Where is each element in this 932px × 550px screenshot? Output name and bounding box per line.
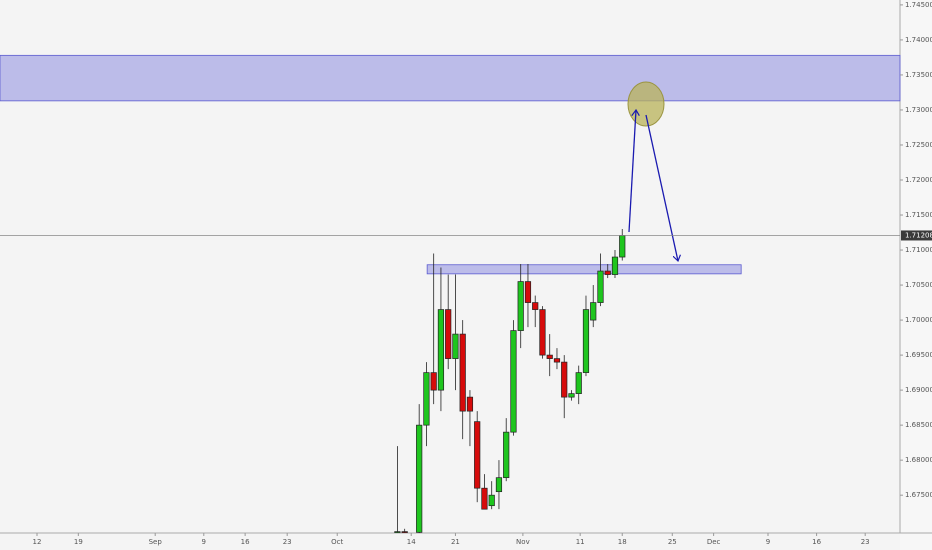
candle-body: [437, 309, 445, 391]
x-tick-label: 16: [812, 538, 821, 546]
y-tick-label: 1.73000: [905, 106, 932, 114]
y-tick-label: 1.69000: [905, 386, 932, 394]
candle-body: [394, 531, 401, 533]
y-tick-label: 1.74500: [905, 1, 932, 9]
candle-body: [568, 393, 575, 398]
x-tick-label: 23: [861, 538, 870, 546]
candle-body: [590, 302, 597, 321]
last-price-tag: [901, 230, 932, 241]
candle-body: [619, 235, 626, 258]
candle-body: [401, 531, 408, 533]
y-tick-label: 1.73500: [905, 71, 932, 79]
candle-body: [553, 358, 561, 363]
candle-body: [611, 256, 619, 275]
y-tick-label: 1.72000: [905, 176, 932, 184]
candle-body: [430, 372, 437, 391]
x-tick-label: 9: [202, 538, 206, 546]
candle-body: [517, 281, 524, 331]
zone: [426, 264, 742, 275]
x-tick-label: 23: [283, 538, 292, 546]
candles: [394, 229, 626, 533]
y-tick-label: 1.71500: [905, 211, 932, 219]
x-tick-label: 14: [407, 538, 416, 546]
candle-body: [532, 302, 539, 310]
y-tick-label: 1.68500: [905, 421, 932, 429]
candle-body: [604, 270, 611, 275]
candle-body: [582, 309, 590, 373]
y-tick-label: 1.72500: [905, 141, 932, 149]
candle-body: [597, 270, 604, 303]
y-tick-label: 1.69500: [905, 351, 932, 359]
candle-body: [423, 372, 430, 426]
x-tick-label: Nov: [516, 538, 530, 546]
last-price-label: 1.71208: [905, 231, 932, 239]
x-tick-label: 16: [241, 538, 250, 546]
candle-body: [481, 487, 488, 510]
arrow-up: [628, 110, 636, 233]
x-tick-label: Sep: [149, 538, 163, 546]
candle-body: [466, 396, 474, 412]
candle-body: [452, 333, 459, 359]
x-tick-label: 11: [576, 538, 585, 546]
candle-body: [546, 354, 553, 359]
y-tick-label: 1.68000: [905, 456, 932, 464]
x-tick-label: 19: [74, 538, 83, 546]
candle-body: [474, 421, 481, 489]
y-tick-label: 1.71000: [905, 246, 932, 254]
y-tick-label: 1.67500: [905, 491, 932, 499]
y-tick-label: 1.70000: [905, 316, 932, 324]
x-tick-label: Dec: [707, 538, 721, 546]
candle-body: [561, 361, 568, 398]
candle-body: [459, 333, 466, 412]
candle-body: [575, 372, 582, 394]
x-tick-label: 18: [618, 538, 627, 546]
x-tick-label: 9: [766, 538, 770, 546]
x-tick-label: Oct: [331, 538, 343, 546]
price-axis-area: [900, 0, 932, 550]
x-tick-label: 25: [668, 538, 677, 546]
highlight-circle: [627, 81, 665, 127]
drawings: [627, 81, 678, 261]
candle-body: [495, 477, 503, 493]
y-tick-label: 1.74000: [905, 36, 932, 44]
arrow-down: [645, 114, 678, 261]
candle-body: [503, 431, 510, 479]
candle-body: [416, 424, 423, 533]
candle-body: [445, 309, 452, 359]
zone: [0, 54, 901, 102]
candle-body: [510, 330, 517, 433]
zones: [0, 54, 901, 275]
candle-body: [488, 494, 495, 507]
candle-body: [539, 309, 546, 356]
x-tick-label: 12: [33, 538, 42, 546]
x-tick-label: 21: [451, 538, 460, 546]
y-tick-label: 1.70500: [905, 281, 932, 289]
candle-body: [524, 281, 532, 303]
